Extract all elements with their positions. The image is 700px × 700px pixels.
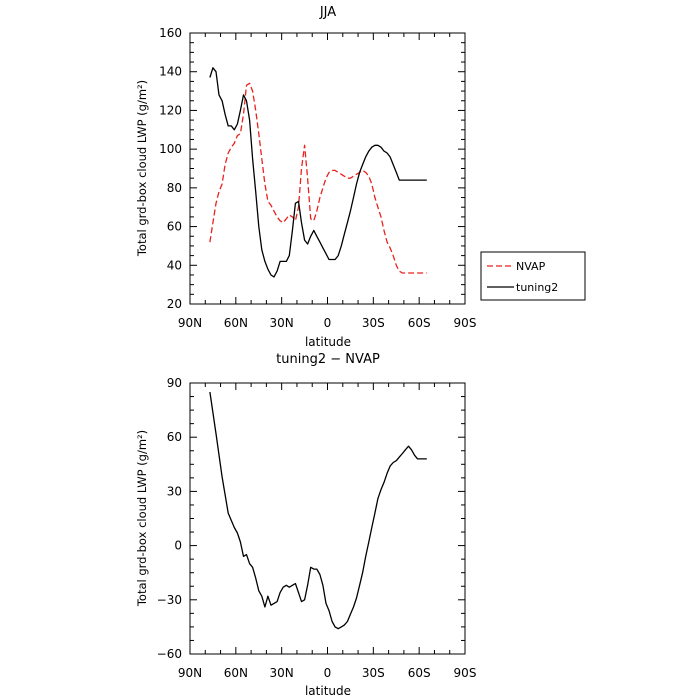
- x-axis: 90N 60N 30N 0 30S 60S 90S: [178, 33, 477, 330]
- x-axis-label: latitude: [305, 684, 351, 698]
- chart-title: JJA: [319, 5, 336, 20]
- y-tick-label: 160: [159, 26, 182, 40]
- x-tick-label: 60S: [408, 316, 431, 330]
- chart-difference: tuning2 − NVAP −60 −30 0 30 60 90 90N 60N 30N 0 3…: [135, 352, 476, 698]
- x-tick-label: 90S: [454, 316, 477, 330]
- x-tick-label: 90S: [454, 666, 477, 680]
- x-tick-label: 30N: [270, 666, 294, 680]
- x-tick-label: 30S: [362, 666, 385, 680]
- y-axis-label: Total grd-box cloud LWP (g/m²): [135, 430, 149, 607]
- y-tick-label: 100: [159, 142, 182, 156]
- y-tick-label: 40: [167, 258, 182, 272]
- x-tick-label: 60N: [224, 316, 248, 330]
- legend-label-nvap: NVAP: [516, 260, 546, 273]
- x-axis-label: latitude: [305, 335, 351, 349]
- y-axis: 20 40 60 80 100 120 140 160: [159, 26, 465, 311]
- y-axis: −60 −30 0 30 60 90: [157, 376, 465, 661]
- x-tick-label: 0: [324, 316, 332, 330]
- series-group: [209, 391, 427, 630]
- x-tick-label: 90N: [178, 666, 202, 680]
- legend: NVAP tuning2: [480, 251, 586, 301]
- y-tick-label: 0: [174, 539, 182, 553]
- y-tick-label: 80: [167, 181, 182, 195]
- y-tick-label: 60: [167, 220, 182, 234]
- y-tick-label: 140: [159, 65, 182, 79]
- x-tick-label: 60S: [408, 666, 431, 680]
- x-tick-label: 0: [324, 666, 332, 680]
- plot-frame: [189, 382, 466, 655]
- x-tick-label: 60N: [224, 666, 248, 680]
- x-tick-label: 30N: [270, 316, 294, 330]
- x-tick-label: 30S: [362, 316, 385, 330]
- plot-frame: [189, 32, 466, 305]
- series-line-tuning2: [209, 67, 427, 278]
- y-tick-label: 20: [167, 297, 182, 311]
- y-tick-label: −60: [157, 647, 182, 661]
- series-line-nvap: [209, 82, 427, 274]
- y-tick-label: −30: [157, 593, 182, 607]
- series-group: [209, 67, 427, 278]
- y-axis-label: Total grd-box cloud LWP (g/m²): [135, 80, 149, 257]
- y-tick-label: 60: [167, 430, 182, 444]
- y-tick-label: 90: [167, 376, 182, 390]
- x-tick-label: 90N: [178, 316, 202, 330]
- legend-box: [480, 251, 586, 301]
- series-line-difference: [209, 391, 427, 630]
- chart-title: tuning2 − NVAP: [276, 352, 380, 367]
- chart-jja: JJA 20 40 60 80 100 120 140 160 90N 60N 30N 0 30S 60…: [135, 5, 586, 349]
- y-tick-label: 120: [159, 103, 182, 117]
- x-axis: 90N 60N 30N 0 30S 60S 90S: [178, 383, 477, 680]
- legend-label-tuning2: tuning2: [516, 281, 558, 294]
- y-tick-label: 30: [167, 484, 182, 498]
